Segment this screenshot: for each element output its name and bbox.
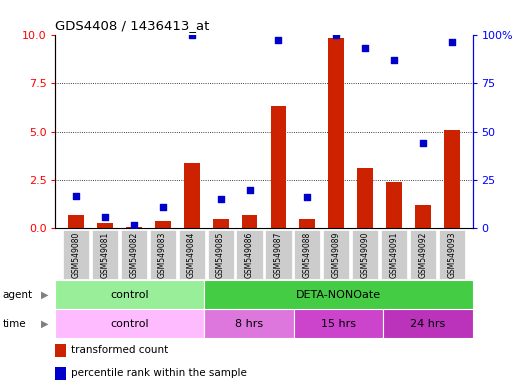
- Text: 8 hrs: 8 hrs: [235, 318, 263, 329]
- Text: control: control: [110, 290, 149, 300]
- Point: [100, 214, 109, 220]
- Text: GSM549080: GSM549080: [71, 231, 80, 278]
- Bar: [55, 309, 204, 338]
- Bar: [55, 280, 204, 309]
- Text: GSM549090: GSM549090: [361, 231, 370, 278]
- Point: [246, 187, 254, 193]
- Bar: [294, 309, 383, 338]
- Text: ▶: ▶: [41, 290, 49, 300]
- Text: GSM549088: GSM549088: [303, 231, 312, 278]
- Text: GDS4408 / 1436413_at: GDS4408 / 1436413_at: [55, 19, 210, 32]
- Point: [390, 57, 399, 63]
- FancyBboxPatch shape: [323, 230, 350, 279]
- Bar: [386, 182, 402, 228]
- Point: [158, 204, 167, 210]
- Bar: [270, 106, 287, 228]
- Bar: [445, 129, 460, 228]
- Bar: [126, 227, 142, 228]
- Text: GSM549089: GSM549089: [332, 231, 341, 278]
- Text: GSM549093: GSM549093: [448, 231, 457, 278]
- Text: GSM549092: GSM549092: [419, 231, 428, 278]
- Point: [332, 31, 341, 38]
- Text: GSM549087: GSM549087: [274, 231, 283, 278]
- Bar: [184, 162, 200, 228]
- Point: [187, 31, 196, 38]
- FancyBboxPatch shape: [266, 230, 291, 279]
- FancyBboxPatch shape: [208, 230, 233, 279]
- Bar: [357, 168, 373, 228]
- FancyBboxPatch shape: [352, 230, 379, 279]
- Bar: [97, 223, 112, 228]
- FancyBboxPatch shape: [149, 230, 176, 279]
- Text: GSM549086: GSM549086: [245, 231, 254, 278]
- Text: ▶: ▶: [41, 318, 49, 329]
- Text: DETA-NONOate: DETA-NONOate: [296, 290, 381, 300]
- Text: GSM549085: GSM549085: [216, 231, 225, 278]
- FancyBboxPatch shape: [92, 230, 118, 279]
- Text: GSM549091: GSM549091: [390, 231, 399, 278]
- Bar: [204, 280, 473, 309]
- FancyBboxPatch shape: [120, 230, 147, 279]
- FancyBboxPatch shape: [178, 230, 205, 279]
- Bar: [241, 215, 258, 228]
- Point: [361, 45, 370, 51]
- Text: time: time: [3, 318, 26, 329]
- Bar: [416, 205, 431, 228]
- FancyBboxPatch shape: [410, 230, 436, 279]
- Text: percentile rank within the sample: percentile rank within the sample: [71, 368, 247, 378]
- FancyBboxPatch shape: [439, 230, 465, 279]
- Point: [419, 140, 428, 146]
- FancyBboxPatch shape: [63, 230, 89, 279]
- FancyBboxPatch shape: [237, 230, 262, 279]
- Bar: [213, 219, 229, 228]
- Text: 24 hrs: 24 hrs: [410, 318, 446, 329]
- Point: [303, 194, 312, 200]
- Bar: [299, 219, 315, 228]
- Bar: [55, 344, 66, 357]
- Text: GSM549084: GSM549084: [187, 231, 196, 278]
- Text: 15 hrs: 15 hrs: [321, 318, 356, 329]
- Bar: [68, 215, 83, 228]
- Bar: [155, 221, 171, 228]
- Bar: [328, 38, 344, 228]
- Bar: [204, 309, 294, 338]
- Text: agent: agent: [3, 290, 33, 300]
- Point: [216, 196, 225, 202]
- Text: GSM549082: GSM549082: [129, 231, 138, 278]
- Text: GSM549081: GSM549081: [100, 231, 109, 278]
- Point: [448, 39, 457, 45]
- Bar: [383, 309, 473, 338]
- Point: [274, 37, 282, 43]
- Point: [71, 192, 80, 199]
- Text: GSM549083: GSM549083: [158, 231, 167, 278]
- FancyBboxPatch shape: [295, 230, 320, 279]
- FancyBboxPatch shape: [381, 230, 408, 279]
- Point: [129, 222, 138, 228]
- Bar: [55, 367, 66, 379]
- Text: control: control: [110, 318, 149, 329]
- Text: transformed count: transformed count: [71, 346, 168, 356]
